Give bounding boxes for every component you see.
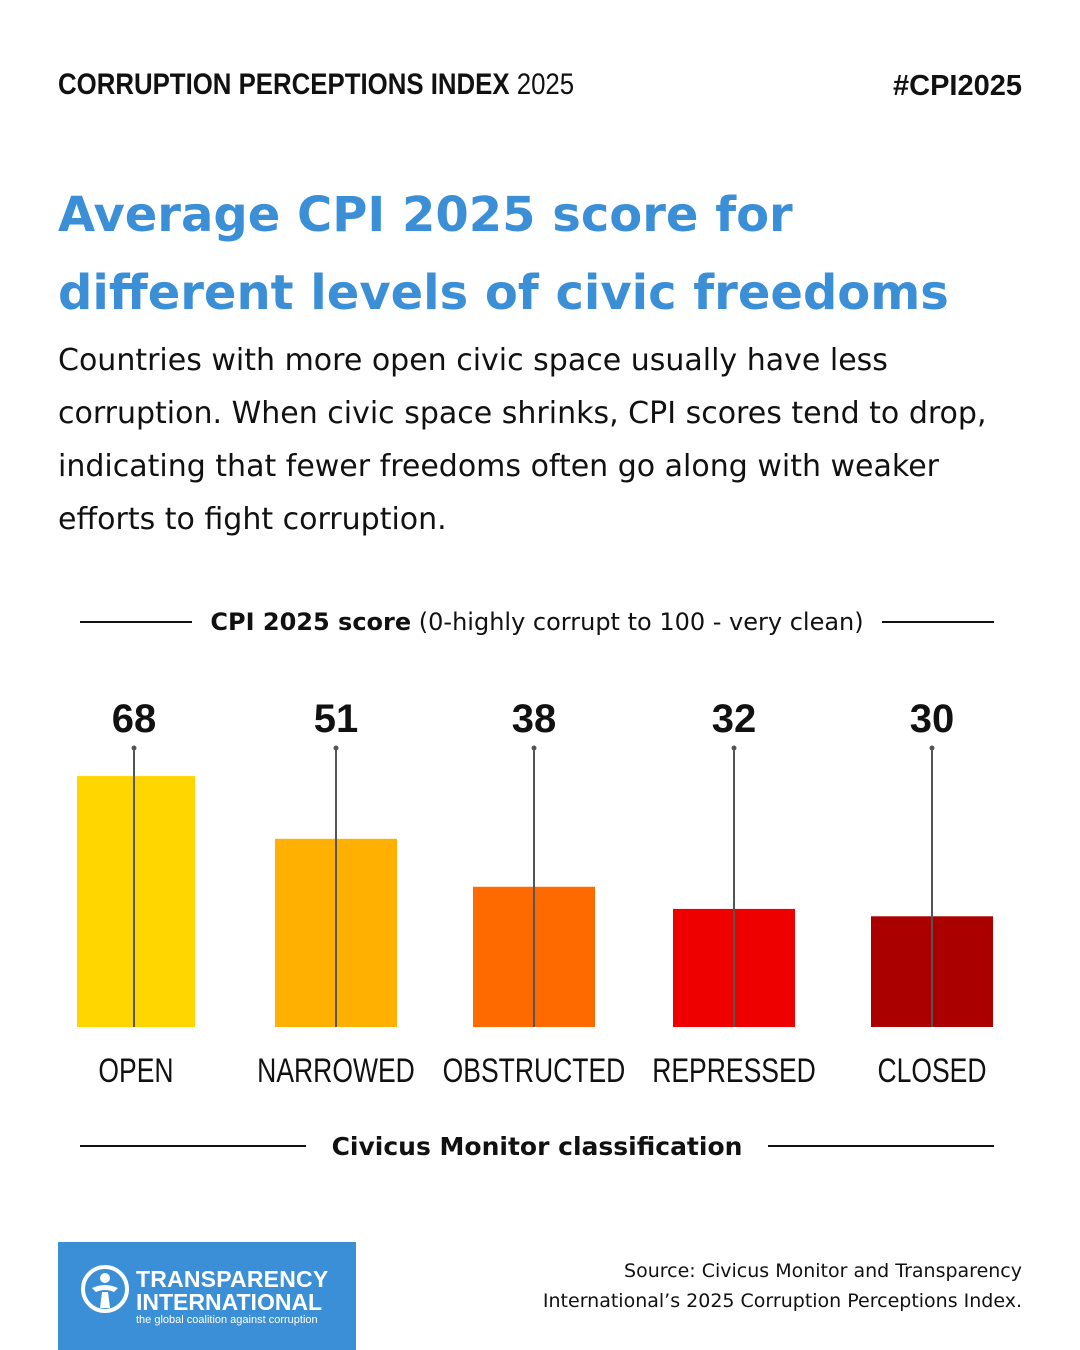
value-label-narrowed: 51 <box>314 697 359 741</box>
value-label-obstructed: 38 <box>512 697 557 741</box>
headline-line-2: different levels of civic freedoms <box>58 265 949 321</box>
logo-tagline: the global coalition against corruption <box>136 1314 318 1326</box>
index-title: CORRUPTION PERCEPTIONS INDEX 2025 <box>58 68 574 102</box>
bar-open <box>77 776 195 1027</box>
y-axis-label-bold: CPI 2025 score <box>210 608 412 636</box>
bar-chart: 68 OPEN 51 NARROWED 38 OBSTRUCTED 32 REPRESSED 3… <box>0 680 1080 1120</box>
y-axis-title: CPI 2025 score (0-highly corrupt to 100 … <box>80 604 995 640</box>
value-label-repressed: 32 <box>712 697 757 741</box>
source-line-2: International’s 2025 Corruption Percepti… <box>542 1290 1022 1312</box>
logo-line-1: TRANSPARENCY <box>136 1266 329 1292</box>
category-label-repressed: REPRESSED <box>652 1052 816 1090</box>
y-axis-label-rest: (0-highly corrupt to 100 - very clean) <box>418 608 864 636</box>
source-note: Source: Civicus Monitor and Transparency… <box>502 1256 1022 1316</box>
reference-dot-open <box>131 745 137 751</box>
divider-rule-left <box>80 621 193 623</box>
globe-figure-icon <box>81 1265 129 1313</box>
headline-line-1: Average CPI 2025 score for <box>58 187 793 243</box>
divider-rule-left <box>80 1145 306 1147</box>
bar-chart-svg: 68 OPEN 51 NARROWED 38 OBSTRUCTED 32 REPRESSED 3… <box>77 697 993 1090</box>
x-axis-title: Civicus Monitor classification <box>80 1128 994 1164</box>
category-label-closed: CLOSED <box>877 1052 986 1090</box>
reference-dot-obstructed <box>531 745 537 751</box>
logo-line-2: INTERNATIONAL <box>136 1289 323 1315</box>
y-axis-label: CPI 2025 score (0-highly corrupt to 100 … <box>192 608 881 636</box>
reference-dot-repressed <box>731 745 737 751</box>
x-axis-label: Civicus Monitor classification <box>331 1131 743 1161</box>
category-label-open: OPEN <box>98 1052 173 1090</box>
divider-rule-right <box>768 1145 994 1147</box>
index-label: CORRUPTION PERCEPTIONS INDEX <box>58 68 510 101</box>
intro-text: Countries with more open civic space usu… <box>58 343 987 537</box>
divider-rule-right <box>881 621 995 623</box>
index-year: 2025 <box>516 68 575 101</box>
category-label-narrowed: NARROWED <box>257 1052 415 1090</box>
source-line-1: Source: Civicus Monitor and Transparency <box>624 1260 1022 1282</box>
headline: Average CPI 2025 score for different lev… <box>58 176 1018 332</box>
hashtag: #CPI2025 <box>893 70 1022 102</box>
transparency-international-logo: TRANSPARENCY INTERNATIONAL the global co… <box>58 1242 356 1350</box>
value-label-open: 68 <box>112 697 157 741</box>
reference-dot-closed <box>929 745 935 751</box>
top-bar: CORRUPTION PERCEPTIONS INDEX 2025 #CPI20… <box>58 68 1022 108</box>
reference-dot-narrowed <box>333 745 339 751</box>
value-label-closed: 30 <box>910 697 955 741</box>
category-label-obstructed: OBSTRUCTED <box>443 1052 626 1090</box>
